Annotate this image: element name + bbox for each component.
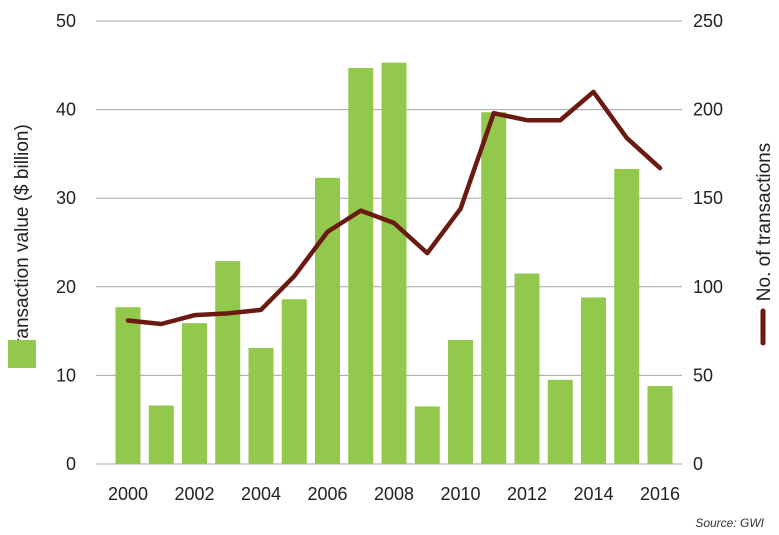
x-tick-label: 2012 — [507, 484, 547, 504]
x-tick-label: 2000 — [108, 484, 148, 504]
bar-2016 — [647, 386, 673, 464]
transactions-line — [125, 89, 663, 327]
source-note: Source: GWI — [695, 516, 764, 530]
line-series — [125, 89, 663, 327]
left-axis-title: Transaction value ($ billion) — [12, 124, 33, 356]
bar-2000 — [115, 307, 141, 464]
bar-2015 — [614, 168, 640, 464]
right-tick-label: 0 — [693, 454, 703, 474]
bar-2006 — [315, 177, 340, 464]
x-axis-ticks: 2000 2002 2004 2006 2008 2010 2012 2014 2016 — [108, 484, 680, 504]
bar-2009 — [414, 406, 440, 464]
x-tick-label: 2004 — [241, 484, 281, 504]
left-axis-ticks: 0 10 20 30 40 50 — [56, 11, 76, 474]
bar-2010 — [448, 339, 473, 464]
x-tick-label: 2006 — [307, 484, 347, 504]
bar-2002 — [182, 323, 207, 464]
x-tick-label: 2008 — [374, 484, 414, 504]
left-tick-label: 30 — [56, 188, 76, 208]
x-tick-label: 2010 — [440, 484, 480, 504]
right-tick-label: 150 — [693, 188, 723, 208]
left-tick-label: 40 — [56, 100, 76, 120]
x-tick-label: 2016 — [640, 484, 680, 504]
bar-2007 — [348, 67, 374, 464]
bar-2014 — [581, 297, 606, 464]
right-axis-title: No. of transactions — [754, 143, 775, 301]
right-tick-label: 200 — [693, 100, 723, 120]
x-tick-label: 2014 — [573, 484, 613, 504]
left-tick-label: 20 — [56, 277, 76, 297]
right-axis-ticks: 0 50 100 150 200 250 — [693, 11, 723, 474]
left-tick-label: 10 — [56, 365, 76, 385]
right-tick-label: 100 — [693, 277, 723, 297]
bar-2012 — [514, 273, 540, 464]
bar-2011 — [481, 112, 507, 465]
bar-2003 — [215, 261, 241, 464]
left-tick-label: 50 — [56, 11, 76, 31]
bar-2013 — [547, 379, 573, 464]
left-tick-label: 0 — [66, 454, 76, 474]
bar-legend-swatch — [8, 340, 36, 368]
right-tick-label: 250 — [693, 11, 723, 31]
bar-series — [115, 62, 673, 465]
bar-2001 — [148, 405, 174, 464]
bar-2008 — [381, 62, 407, 464]
bar-2004 — [248, 347, 274, 464]
x-tick-label: 2002 — [174, 484, 214, 504]
right-tick-label: 50 — [693, 365, 713, 385]
bar-2005 — [281, 299, 307, 464]
